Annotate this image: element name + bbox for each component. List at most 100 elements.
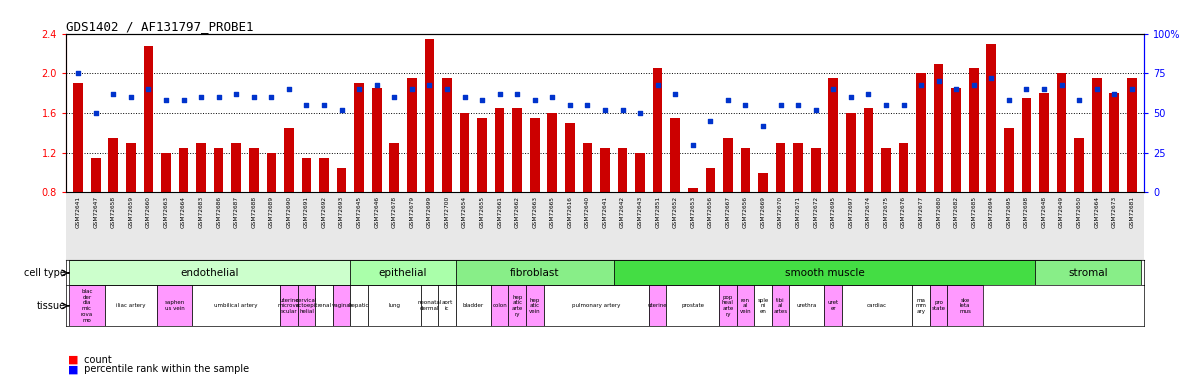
Bar [1035,261,1140,285]
Text: GSM72671: GSM72671 [795,196,800,228]
Point [455,94,474,100]
Bar [179,148,188,192]
Point [719,98,738,104]
Bar [266,153,277,192]
Text: vaginal: vaginal [332,303,352,308]
Text: bladder: bladder [462,303,484,308]
Text: GSM72673: GSM72673 [1112,196,1117,228]
Bar [337,168,346,192]
Text: pop
heal
arte
ry: pop heal arte ry [722,295,734,317]
Point [419,81,438,87]
Bar [1127,78,1137,192]
Text: GSM72690: GSM72690 [286,196,291,228]
Text: GDS1402 / AF131797_PROBE1: GDS1402 / AF131797_PROBE1 [66,20,254,33]
Text: aort
ic: aort ic [441,300,453,311]
Point [121,94,140,100]
Point [139,86,158,92]
Text: GSM72656: GSM72656 [743,196,748,228]
Bar [91,158,101,192]
Text: hep
atic
arte
ry: hep atic arte ry [512,295,522,317]
Point [1052,81,1071,87]
Text: epithelial: epithelial [379,268,428,278]
Bar [913,285,930,326]
Point [490,91,509,97]
Bar [513,108,522,192]
Text: umbilical artery: umbilical artery [214,303,258,308]
Bar [740,148,750,192]
Text: sple
ni
en: sple ni en [757,297,769,314]
Bar [442,78,452,192]
Point [104,91,123,97]
Bar [1057,74,1066,192]
Text: GSM72670: GSM72670 [778,196,783,228]
Point [824,86,843,92]
Text: GSM72698: GSM72698 [1024,196,1029,228]
Text: GSM72660: GSM72660 [146,196,151,228]
Point [332,107,351,113]
Bar [333,285,350,326]
Bar [829,78,839,192]
Point [613,107,633,113]
Bar [157,285,193,326]
Text: GSM72676: GSM72676 [901,196,906,228]
Text: ske
leta
mus: ske leta mus [960,297,970,314]
Text: GSM72653: GSM72653 [690,196,695,228]
Bar [162,153,171,192]
Text: GSM72663: GSM72663 [163,196,169,228]
Bar [1039,93,1048,192]
Point [192,94,211,100]
Point [666,91,685,97]
Text: percentile rank within the sample: percentile rank within the sample [81,364,249,374]
Text: ■: ■ [68,355,79,365]
Text: GSM72649: GSM72649 [1059,196,1064,228]
Point [1087,86,1106,92]
Bar [371,88,381,192]
Text: GSM72659: GSM72659 [128,196,133,228]
Text: iliac artery: iliac artery [116,303,146,308]
Point [174,98,193,104]
Text: saphen
us vein: saphen us vein [164,300,184,311]
Bar [811,148,821,192]
Bar [196,143,206,192]
Point [1123,86,1142,92]
Text: GSM72654: GSM72654 [462,196,467,228]
Text: blac
der
dia
mic
rova
mo: blac der dia mic rova mo [80,289,93,323]
Text: ■: ■ [68,364,79,374]
Text: tibi
al
artes: tibi al artes [774,297,787,314]
Point [946,86,966,92]
Text: GSM72688: GSM72688 [252,196,256,228]
Bar [737,285,755,326]
Bar [793,143,803,192]
Bar [846,113,855,192]
Point [595,107,615,113]
Point [964,81,984,87]
Text: GSM72652: GSM72652 [673,196,678,228]
Text: GSM72695: GSM72695 [830,196,836,228]
Bar [758,172,768,192]
Point [437,86,456,92]
Text: GSM72694: GSM72694 [988,196,994,228]
Point [859,91,878,97]
Point [157,98,176,104]
Point [279,86,298,92]
Point [999,98,1018,104]
Text: GSM72669: GSM72669 [761,196,766,228]
Bar [1022,98,1031,192]
Bar [126,143,135,192]
Bar [776,143,786,192]
Text: GSM72697: GSM72697 [848,196,853,228]
Text: GSM72647: GSM72647 [93,196,98,228]
Text: lung: lung [388,303,400,308]
Text: GSM72686: GSM72686 [216,196,222,228]
Text: renal: renal [317,303,331,308]
Point [210,94,229,100]
Bar [772,285,789,326]
Text: fibroblast: fibroblast [510,268,559,278]
Text: GSM72646: GSM72646 [374,196,380,228]
Text: endothelial: endothelial [181,268,240,278]
Bar [319,158,329,192]
Bar [547,113,557,192]
Text: GSM72664: GSM72664 [181,196,186,228]
Bar [407,78,417,192]
Bar [635,153,645,192]
